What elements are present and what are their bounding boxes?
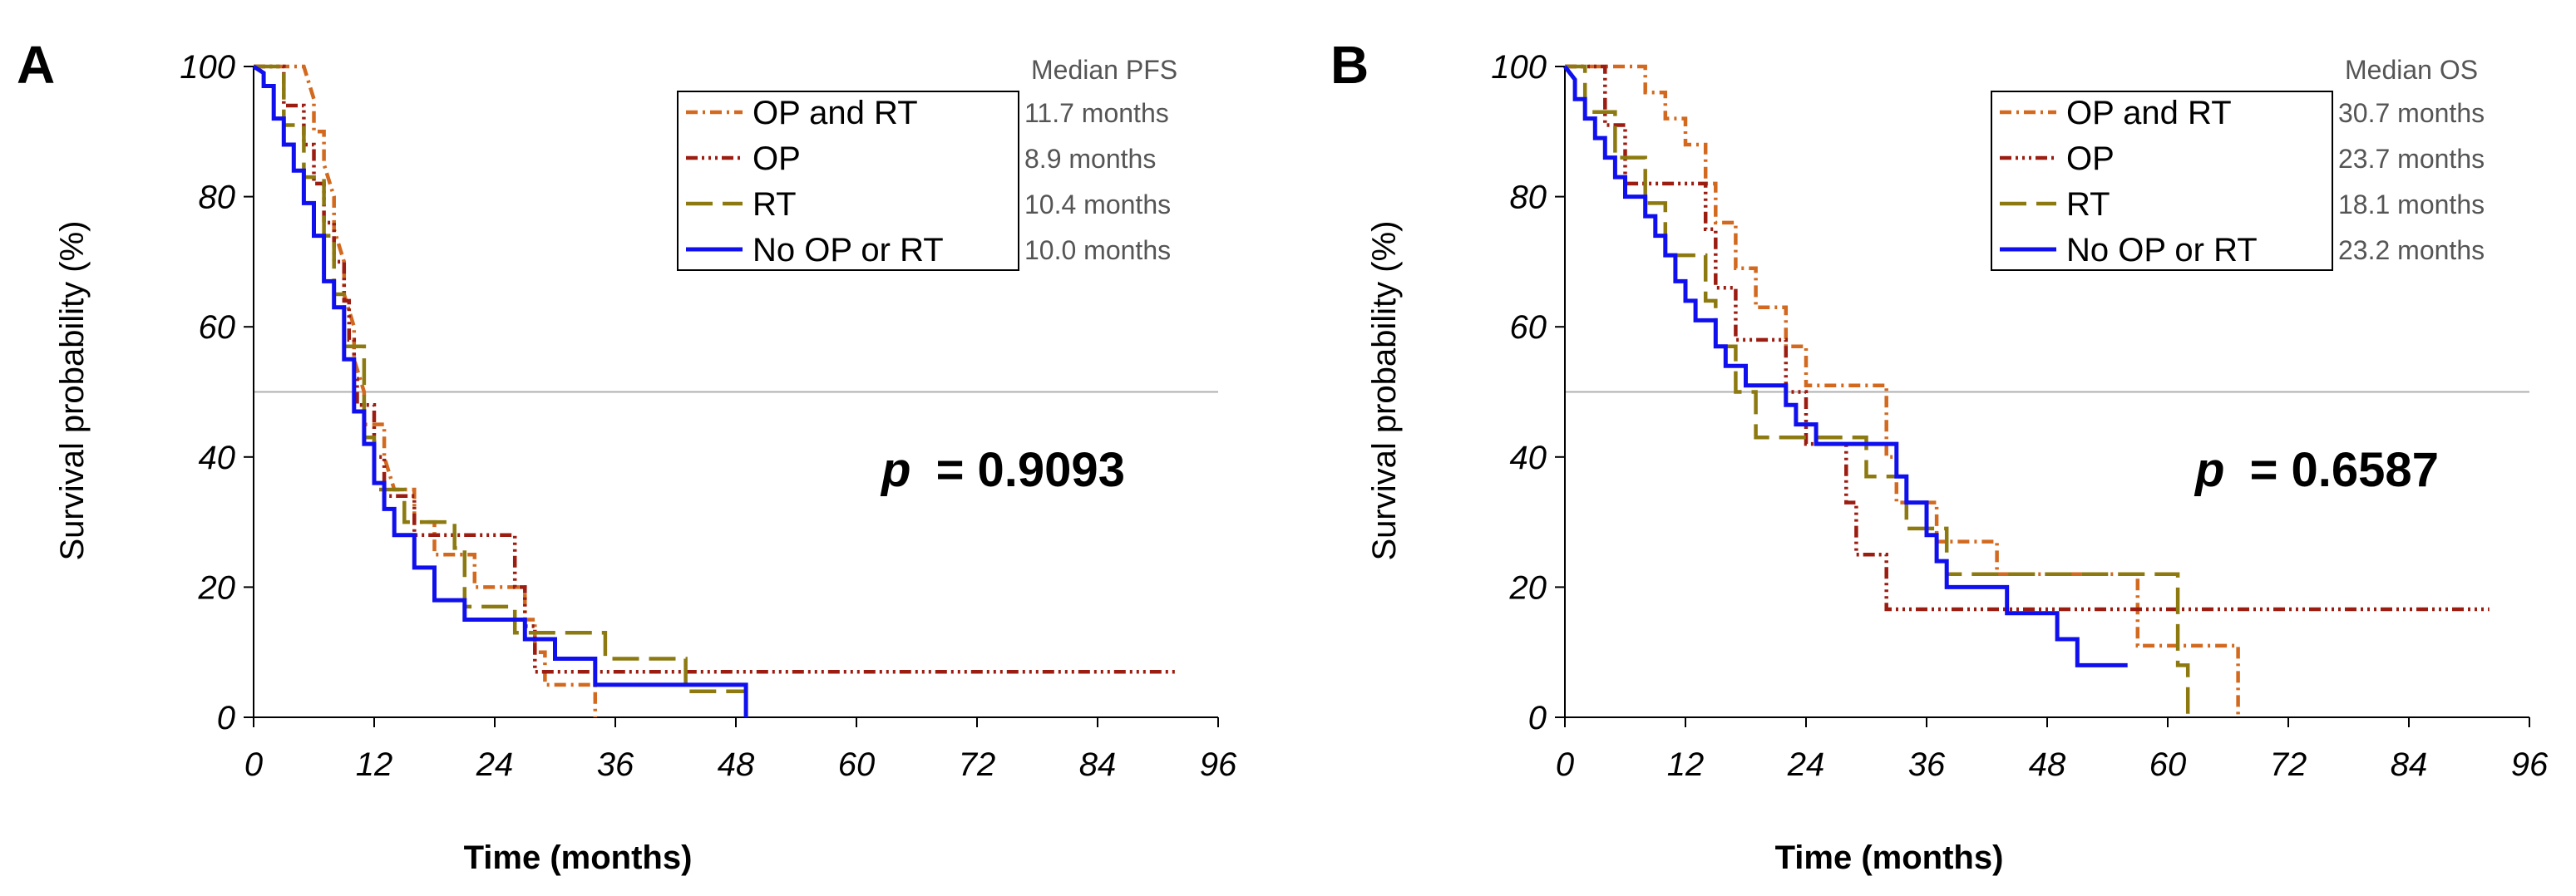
panel-a-curves — [252, 64, 1178, 717]
panel-b-curve-rt — [1565, 64, 2190, 717]
panel-b-median-value-no-op-or-rt: 23.2 months — [2338, 235, 2485, 265]
panel-b-y-tick-label: 20 — [1509, 569, 1547, 606]
panel-a-x-tick-label: 60 — [838, 746, 876, 783]
panel-b-x-tick-label: 96 — [2511, 746, 2549, 783]
panel-a-median-value-op: 8.9 months — [1024, 144, 1156, 174]
panel-b-x-tick-label: 36 — [1908, 746, 1946, 783]
panel-b-curve-op-and-rt — [1565, 64, 2240, 717]
panel-a-legend-label-rt: RT — [753, 186, 797, 223]
panel-a-x-tick-label: 0 — [244, 746, 263, 783]
panel-a-median-header: Median PFS — [1031, 55, 1177, 85]
panel-b-legend-label-no-op-or-rt: No OP or RT — [2066, 232, 2258, 268]
panel-a-legend-box — [677, 91, 1019, 271]
panel-b-y-tick-label: 80 — [1510, 180, 1547, 216]
panel-b-median-value-op: 23.7 months — [2338, 144, 2485, 174]
panel-b-x-tick-label: 60 — [2149, 746, 2187, 783]
panel-b-p-symbol: p — [2194, 443, 2224, 497]
panel-b-legend-box — [1991, 91, 2333, 271]
panel-a-median-value-rt: 10.4 months — [1024, 190, 1171, 219]
panel-a-curve-no-op-or-rt — [252, 64, 748, 717]
panel-b-y-tick-label: 100 — [1491, 49, 1547, 86]
panel-a-y-tick-label: 20 — [198, 569, 236, 606]
panel-a-y-tick-label: 100 — [180, 49, 235, 86]
panel-b-x-axis-label: Time (months) — [1775, 839, 2004, 876]
panel-a-y-tick-label: 80 — [199, 180, 236, 216]
panel-b-legend-label-op: OP — [2066, 140, 2115, 177]
panel-b-legend: Median OS OP and RT 30.7 months OP 23.7 mon… — [1991, 55, 2485, 271]
panel-b: B Survival probability (%) Time (months)… — [1330, 35, 2549, 876]
panel-b-legend-label-op-and-rt: OP and RT — [2066, 95, 2232, 131]
panel-b-median-value-rt: 18.1 months — [2338, 190, 2485, 219]
panel-b-curve-op — [1565, 64, 2490, 612]
panel-a-x-axis-label: Time (months) — [464, 839, 693, 876]
panel-a: A Survival probability (%) Time (months)… — [17, 35, 1237, 876]
panel-b-legend-label-rt: RT — [2066, 186, 2110, 223]
panel-a-letter: A — [17, 35, 55, 95]
panel-a-x-tick-label: 84 — [1079, 746, 1117, 783]
panel-a-x-tick-label: 72 — [959, 746, 996, 783]
panel-b-median-header: Median OS — [2345, 55, 2478, 85]
panel-a-x-tick-label: 48 — [718, 746, 755, 783]
panel-b-y-axis-label: Survival probability (%) — [1366, 220, 1403, 560]
panel-a-y-tick-label: 60 — [199, 309, 236, 346]
panel-a-legend: Median PFS OP and RT 11.7 months OP 8.9 mon… — [677, 55, 1177, 271]
panel-b-letter: B — [1330, 35, 1369, 95]
panel-a-y-tick-label: 0 — [217, 700, 235, 736]
panel-a-legend-label-op-and-rt: OP and RT — [753, 95, 918, 131]
panel-a-x-tick-label: 24 — [476, 746, 514, 783]
panel-a-ticks: 0 12 24 36 48 60 72 84 96 0 20 40 60 80 100 — [180, 49, 1237, 783]
panel-a-x-tick-label: 12 — [356, 746, 393, 783]
panel-a-y-tick-label: 40 — [199, 440, 236, 476]
panel-a-y-axis-label: Survival probability (%) — [54, 220, 91, 560]
panel-b-p-number: = 0.6587 — [2250, 443, 2439, 497]
panel-b-x-tick-label: 24 — [1787, 746, 1825, 783]
panel-b-curve-no-op-or-rt — [1563, 65, 2128, 667]
panel-a-median-value-op-and-rt: 11.7 months — [1024, 98, 1169, 128]
panel-a-legend-label-no-op-or-rt: No OP or RT — [753, 232, 944, 268]
panel-b-curves — [1563, 64, 2490, 717]
panel-b-x-tick-label: 72 — [2270, 746, 2307, 783]
panel-a-legend-label-op: OP — [753, 140, 801, 177]
panel-b-p-value: p = 0.6587 — [2194, 443, 2439, 497]
panel-a-curve-rt — [254, 64, 747, 693]
panel-b-y-tick-label: 0 — [1528, 700, 1547, 736]
panel-b-ticks: 0 12 24 36 48 60 72 84 96 0 20 40 60 80 100 — [1491, 49, 2549, 783]
panel-b-x-tick-label: 12 — [1667, 746, 1705, 783]
panel-a-p-symbol: p — [880, 443, 910, 497]
panel-b-x-tick-label: 84 — [2391, 746, 2428, 783]
panel-b-x-tick-label: 0 — [1556, 746, 1574, 783]
panel-a-x-tick-label: 96 — [1200, 746, 1237, 783]
panel-a-p-value: p = 0.9093 — [880, 443, 1125, 497]
panel-b-x-tick-label: 48 — [2029, 746, 2066, 783]
panel-b-y-tick-label: 60 — [1510, 309, 1547, 346]
panel-a-p-number: = 0.9093 — [936, 443, 1125, 497]
panel-a-x-tick-label: 36 — [597, 746, 634, 783]
panel-b-y-tick-label: 40 — [1510, 440, 1547, 476]
panel-b-median-value-op-and-rt: 30.7 months — [2338, 98, 2485, 128]
panel-a-median-value-no-op-or-rt: 10.0 months — [1024, 235, 1171, 265]
